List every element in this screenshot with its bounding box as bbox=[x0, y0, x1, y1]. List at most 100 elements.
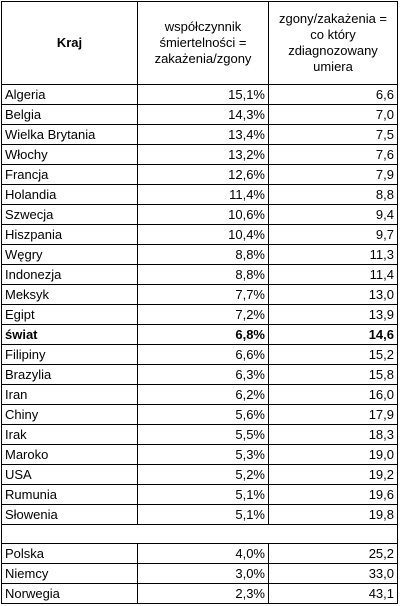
country-cell: Filipiny bbox=[1, 344, 138, 365]
country-cell: Wielka Brytania bbox=[1, 124, 138, 145]
every-cell: 13,0 bbox=[268, 284, 398, 305]
table-row: Indonezja 8,8% 11,4 bbox=[1, 264, 398, 285]
every-cell: 8,8 bbox=[268, 184, 398, 205]
ratio-cell: 8,8% bbox=[137, 244, 269, 265]
country-cell: Belgia bbox=[1, 104, 138, 125]
every-cell: 7,9 bbox=[268, 164, 398, 185]
header-every: zgony/zakażenia = co który zdiagnozowany… bbox=[268, 1, 398, 85]
table-row: Algeria 15,1% 6,6 bbox=[1, 84, 398, 105]
table-row: Wielka Brytania 13,4% 7,5 bbox=[1, 124, 398, 145]
ratio-cell: 14,3% bbox=[137, 104, 269, 125]
ratio-cell: 5,1% bbox=[137, 484, 269, 505]
table-row: Filipiny 6,6% 15,2 bbox=[1, 344, 398, 365]
country-cell: Niemcy bbox=[1, 563, 138, 584]
ratio-cell: 13,2% bbox=[137, 144, 269, 165]
table-row: Słowenia 5,1% 19,8 bbox=[1, 504, 398, 525]
ratio-cell: 11,4% bbox=[137, 184, 269, 205]
ratio-cell: 10,4% bbox=[137, 224, 269, 245]
table-row: Chiny 5,6% 17,9 bbox=[1, 404, 398, 425]
ratio-cell: 7,7% bbox=[137, 284, 269, 305]
every-cell: 14,6 bbox=[268, 324, 398, 345]
table-row: Niemcy 3,0% 33,0 bbox=[1, 563, 398, 584]
ratio-cell: 6,8% bbox=[137, 324, 269, 345]
spacer-cell bbox=[268, 524, 398, 544]
country-cell: świat bbox=[1, 324, 138, 345]
table-row: Norwegia 2,3% 43,1 bbox=[1, 583, 398, 604]
every-cell: 13,9 bbox=[268, 304, 398, 325]
country-cell: Holandia bbox=[1, 184, 138, 205]
table-row: Irak 5,5% 18,3 bbox=[1, 424, 398, 445]
ratio-cell: 4,0% bbox=[137, 543, 269, 564]
ratio-cell: 3,0% bbox=[137, 563, 269, 584]
table-row: Rumunia 5,1% 19,6 bbox=[1, 484, 398, 505]
every-cell: 7,0 bbox=[268, 104, 398, 125]
every-cell: 19,0 bbox=[268, 444, 398, 465]
country-cell: Węgry bbox=[1, 244, 138, 265]
ratio-cell: 8,8% bbox=[137, 264, 269, 285]
every-cell: 11,3 bbox=[268, 244, 398, 265]
table-row: Francja 12,6% 7,9 bbox=[1, 164, 398, 185]
every-cell: 25,2 bbox=[268, 543, 398, 564]
country-cell: Norwegia bbox=[1, 583, 138, 604]
country-cell: Irak bbox=[1, 424, 138, 445]
every-cell: 15,2 bbox=[268, 344, 398, 365]
table-row: Iran 6,2% 16,0 bbox=[1, 384, 398, 405]
spacer-cell bbox=[1, 524, 138, 544]
country-cell: Meksyk bbox=[1, 284, 138, 305]
table-row: Egipt 7,2% 13,9 bbox=[1, 304, 398, 325]
ratio-cell: 6,2% bbox=[137, 384, 269, 405]
table-row: Szwecja 10,6% 9,4 bbox=[1, 204, 398, 225]
ratio-cell: 10,6% bbox=[137, 204, 269, 225]
every-cell: 15,8 bbox=[268, 364, 398, 385]
table-row: Węgry 8,8% 11,3 bbox=[1, 244, 398, 265]
country-cell: Iran bbox=[1, 384, 138, 405]
ratio-cell: 6,6% bbox=[137, 344, 269, 365]
every-cell: 33,0 bbox=[268, 563, 398, 584]
table-row: Meksyk 7,7% 13,0 bbox=[1, 284, 398, 305]
every-cell: 19,6 bbox=[268, 484, 398, 505]
spacer-cell bbox=[137, 524, 269, 544]
world-row: świat 6,8% 14,6 bbox=[1, 324, 398, 345]
country-cell: Szwecja bbox=[1, 204, 138, 225]
country-cell: Brazylia bbox=[1, 364, 138, 385]
table-row: USA 5,2% 19,2 bbox=[1, 464, 398, 485]
ratio-cell: 6,3% bbox=[137, 364, 269, 385]
ratio-cell: 5,2% bbox=[137, 464, 269, 485]
country-cell: Algeria bbox=[1, 84, 138, 105]
every-cell: 9,7 bbox=[268, 224, 398, 245]
country-cell: USA bbox=[1, 464, 138, 485]
table-row: Polska 4,0% 25,2 bbox=[1, 543, 398, 564]
country-cell: Francja bbox=[1, 164, 138, 185]
country-cell: Chiny bbox=[1, 404, 138, 425]
country-cell: Włochy bbox=[1, 144, 138, 165]
spacer-row bbox=[1, 524, 398, 544]
header-country: Kraj bbox=[1, 1, 138, 85]
table-row: Belgia 14,3% 7,0 bbox=[1, 104, 398, 125]
every-cell: 19,2 bbox=[268, 464, 398, 485]
every-cell: 19,8 bbox=[268, 504, 398, 525]
country-cell: Maroko bbox=[1, 444, 138, 465]
table-row: Włochy 13,2% 7,6 bbox=[1, 144, 398, 165]
table-row: Maroko 5,3% 19,0 bbox=[1, 444, 398, 465]
ratio-cell: 15,1% bbox=[137, 84, 269, 105]
ratio-cell: 12,6% bbox=[137, 164, 269, 185]
every-cell: 17,9 bbox=[268, 404, 398, 425]
table-row: Brazylia 6,3% 15,8 bbox=[1, 364, 398, 385]
table-row: Hiszpania 10,4% 9,7 bbox=[1, 224, 398, 245]
country-cell: Rumunia bbox=[1, 484, 138, 505]
ratio-cell: 5,3% bbox=[137, 444, 269, 465]
country-cell: Egipt bbox=[1, 304, 138, 325]
every-cell: 6,6 bbox=[268, 84, 398, 105]
country-cell: Hiszpania bbox=[1, 224, 138, 245]
every-cell: 11,4 bbox=[268, 264, 398, 285]
ratio-cell: 5,6% bbox=[137, 404, 269, 425]
country-cell: Słowenia bbox=[1, 504, 138, 525]
every-cell: 9,4 bbox=[268, 204, 398, 225]
country-cell: Indonezja bbox=[1, 264, 138, 285]
country-cell: Polska bbox=[1, 543, 138, 564]
ratio-cell: 2,3% bbox=[137, 583, 269, 604]
every-cell: 16,0 bbox=[268, 384, 398, 405]
every-cell: 18,3 bbox=[268, 424, 398, 445]
